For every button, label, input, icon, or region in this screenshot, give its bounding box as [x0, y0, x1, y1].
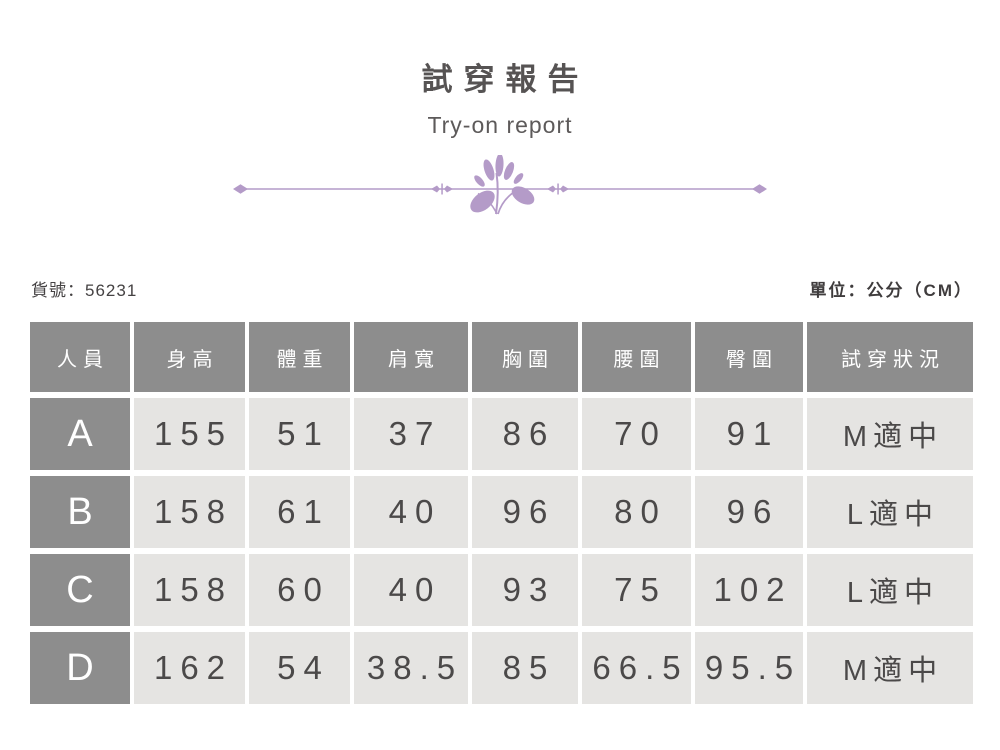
- table-cell: 75: [582, 554, 691, 626]
- table-cell: 158: [134, 554, 245, 626]
- table-cell: 96: [695, 476, 803, 548]
- col-header-chest: 胸圍: [472, 322, 578, 392]
- ornament-right-icon: [547, 183, 569, 195]
- iris-flower-divider-icon: [233, 155, 767, 215]
- item-number-label: 貨號：56231: [31, 281, 138, 300]
- table-cell: 60: [249, 554, 350, 626]
- col-header-fit: 試穿狀況: [807, 322, 973, 392]
- table-cell: 70: [582, 398, 691, 470]
- table-cell: 61: [249, 476, 350, 548]
- row-label-b: B: [30, 476, 130, 548]
- table-cell: 37: [354, 398, 468, 470]
- table-cell: 155: [134, 398, 245, 470]
- diamond-left-icon: [233, 184, 248, 194]
- table-cell: 66.5: [582, 632, 691, 704]
- info-bar: 貨號：56231 單位：公分（CM）: [31, 276, 973, 301]
- page-subtitle: Try-on report: [427, 112, 573, 138]
- row-label-a: A: [30, 398, 130, 470]
- ornament-left-icon: [431, 183, 453, 195]
- table-cell: 85: [472, 632, 578, 704]
- iris-flower-icon: [470, 155, 535, 215]
- fit-status-cell: L適中: [807, 476, 973, 548]
- table-cell: 38.5: [354, 632, 468, 704]
- table-cell: 40: [354, 554, 468, 626]
- row-label-d: D: [30, 632, 130, 704]
- col-header-waist: 腰圍: [582, 322, 691, 392]
- table-cell: 86: [472, 398, 578, 470]
- table-cell: 95.5: [695, 632, 803, 704]
- table-cell: 40: [354, 476, 468, 548]
- floral-divider: [230, 155, 770, 219]
- page-title: 試穿報告: [421, 62, 590, 97]
- col-header-weight: 體重: [249, 322, 350, 392]
- table-cell: 102: [695, 554, 803, 626]
- title-block: 試穿報告 Try-on report: [0, 0, 1000, 219]
- table-cell: 51: [249, 398, 350, 470]
- fit-status-cell: M適中: [807, 398, 973, 470]
- table-cell: 93: [472, 554, 578, 626]
- table-cell: 54: [249, 632, 350, 704]
- col-header-hip: 臀圍: [695, 322, 803, 392]
- diamond-right-icon: [752, 184, 767, 194]
- unit-label: 單位：公分（CM）: [809, 281, 973, 300]
- table-cell: 80: [582, 476, 691, 548]
- col-header-person: 人員: [30, 322, 130, 392]
- table-cell: 96: [472, 476, 578, 548]
- col-header-shoulder: 肩寬: [354, 322, 468, 392]
- table-cell: 91: [695, 398, 803, 470]
- tryon-table: 人員 身高 體重 肩寬 胸圍 腰圍 臀圍 試穿狀況 A 155 51 37 86…: [30, 322, 973, 704]
- fit-status-cell: M適中: [807, 632, 973, 704]
- table-cell: 162: [134, 632, 245, 704]
- row-label-c: C: [30, 554, 130, 626]
- col-header-height: 身高: [134, 322, 245, 392]
- fit-status-cell: L適中: [807, 554, 973, 626]
- table-cell: 158: [134, 476, 245, 548]
